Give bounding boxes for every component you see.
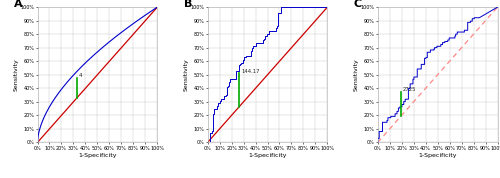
Text: A: A: [14, 0, 22, 9]
Text: B: B: [184, 0, 192, 9]
Text: 2725: 2725: [403, 87, 416, 92]
Text: 4: 4: [79, 74, 82, 78]
Y-axis label: Sensitivity: Sensitivity: [354, 58, 358, 91]
Text: C: C: [354, 0, 362, 9]
Y-axis label: Sensitivity: Sensitivity: [13, 58, 18, 91]
X-axis label: 1-Specificity: 1-Specificity: [418, 153, 457, 158]
Y-axis label: Sensitivity: Sensitivity: [184, 58, 188, 91]
X-axis label: 1-Specificity: 1-Specificity: [78, 153, 116, 158]
X-axis label: 1-Specificity: 1-Specificity: [248, 153, 287, 158]
Text: 144.17: 144.17: [241, 69, 260, 74]
